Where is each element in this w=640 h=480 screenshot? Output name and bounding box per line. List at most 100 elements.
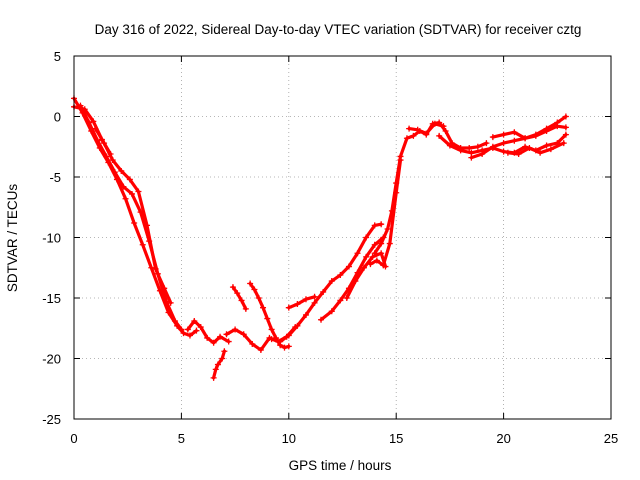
data-point <box>360 264 367 271</box>
plot-frame <box>73 55 612 420</box>
data-point <box>371 241 378 248</box>
y-tick-label: 5 <box>54 49 61 64</box>
data-point <box>562 131 569 138</box>
data-point <box>410 132 417 139</box>
data-point <box>371 222 378 229</box>
series-track-10 <box>268 221 385 345</box>
data-point <box>86 119 93 126</box>
data-point <box>294 322 301 329</box>
data-point <box>247 280 254 287</box>
data-point <box>337 297 344 304</box>
data-series <box>71 95 569 381</box>
data-point <box>414 126 421 133</box>
data-point <box>343 295 350 301</box>
data-point <box>186 332 193 339</box>
data-point <box>210 339 217 346</box>
data-point <box>285 332 292 339</box>
data-point <box>204 334 211 341</box>
data-point <box>511 137 518 144</box>
series-line <box>469 114 568 160</box>
data-point <box>457 147 464 154</box>
x-axis-label: GPS time / hours <box>289 458 392 473</box>
data-point <box>440 123 447 130</box>
data-point <box>191 317 198 324</box>
data-point <box>139 241 146 248</box>
data-point <box>242 305 249 312</box>
data-point <box>328 278 335 285</box>
data-point <box>442 128 449 135</box>
data-point <box>90 118 97 125</box>
data-point <box>249 340 256 347</box>
data-point <box>522 135 529 142</box>
data-point <box>380 262 387 269</box>
data-point <box>128 190 135 197</box>
data-point <box>268 326 275 333</box>
data-point <box>562 124 569 131</box>
data-point <box>560 140 567 147</box>
data-point <box>285 304 292 311</box>
data-point <box>500 148 507 155</box>
series-track-13 <box>343 250 389 301</box>
data-point <box>294 301 301 308</box>
y-tick-label: -15 <box>42 291 61 306</box>
data-point <box>386 240 393 247</box>
y-tick-label: -10 <box>42 231 61 246</box>
data-point <box>547 146 554 153</box>
data-point <box>345 263 352 270</box>
data-point <box>144 222 151 229</box>
data-point <box>302 296 309 303</box>
tick-labels: 0 5 10 15 20 25 -25 -20 -15 -10 -5 0 5 <box>42 49 618 446</box>
data-point <box>118 167 125 174</box>
data-point <box>406 125 413 132</box>
data-point <box>363 234 370 241</box>
data-point <box>500 131 507 138</box>
data-point <box>148 264 155 271</box>
data-point <box>311 299 318 306</box>
data-point <box>240 331 247 338</box>
series-track-2 <box>77 102 185 333</box>
data-point <box>163 298 170 305</box>
data-point <box>111 169 118 176</box>
data-point <box>302 311 309 318</box>
data-point <box>238 297 245 304</box>
data-point <box>474 143 481 150</box>
series-line <box>287 295 317 310</box>
data-point <box>212 366 219 373</box>
data-point <box>251 286 258 293</box>
data-point <box>225 338 232 345</box>
data-point <box>515 151 522 158</box>
series-track-6 <box>210 348 228 381</box>
data-point <box>393 180 400 187</box>
data-point <box>436 132 443 139</box>
data-point <box>210 374 217 381</box>
data-point <box>526 144 533 151</box>
data-point <box>161 285 168 292</box>
series-track-5 <box>184 317 232 346</box>
x-tick-label: 5 <box>178 431 185 446</box>
data-point <box>285 343 292 350</box>
series-line <box>231 285 248 311</box>
data-point <box>135 188 142 195</box>
data-point <box>468 154 475 161</box>
data-point <box>94 137 101 144</box>
data-point <box>264 315 271 322</box>
data-point <box>367 261 374 268</box>
data-point <box>232 326 239 333</box>
y-axis-label: SDTVAR / TECUs <box>5 184 20 293</box>
data-point <box>384 226 391 233</box>
data-point <box>562 113 569 120</box>
data-point <box>223 331 230 338</box>
data-point <box>197 324 204 331</box>
x-tick-label: 15 <box>389 431 403 446</box>
data-point <box>180 330 187 337</box>
series-line <box>345 251 388 300</box>
data-point <box>109 157 116 164</box>
data-point <box>122 195 129 202</box>
data-point <box>221 348 228 355</box>
data-point <box>378 250 385 257</box>
data-point <box>446 142 453 149</box>
data-point <box>354 250 361 257</box>
data-point <box>184 326 191 333</box>
data-point <box>532 132 539 139</box>
data-point <box>107 151 114 158</box>
